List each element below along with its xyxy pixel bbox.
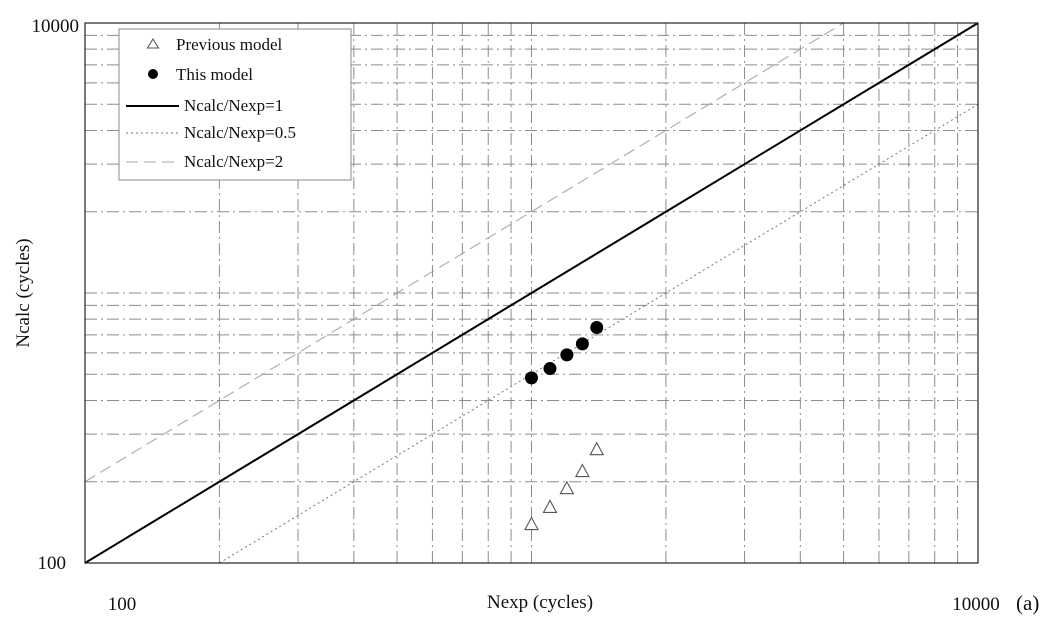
legend-marker-previous-model [146,37,160,49]
legend-label-ratio-1: Ncalc/Nexp=1 [184,96,283,115]
point-previous-model [559,480,575,495]
legend: Previous model This model Ncalc/Nexp=1 N… [118,28,352,181]
y-tick-label-bottom: 100 [38,553,67,574]
point-previous-model [574,463,590,478]
reference-line-ratio-1 [84,22,979,564]
plot-frame [84,22,979,564]
point-this-model [525,371,538,385]
point-previous-model [542,499,558,513]
x-axis-label: Nexp (cycles) [487,592,593,613]
point-previous-model [589,441,605,456]
panel-label: (a) [1016,591,1039,615]
legend-label-previous-model: Previous model [176,35,283,54]
point-previous-model [524,516,539,531]
y-axis-label: Ncalc (cycles) [13,238,34,347]
legend-label-ratio-2: Ncalc/Nexp=2 [184,152,283,171]
point-this-model [560,348,574,362]
y-tick-label-top: 10000 [32,16,80,37]
legend-label-ratio-0-5: Ncalc/Nexp=0.5 [184,123,296,142]
data-points [524,321,605,531]
reference-lines [84,22,979,564]
x-tick-label-left: 100 [108,594,137,615]
point-this-model [590,321,604,335]
x-tick-label-right: 10000 [952,594,1000,615]
legend-marker-this-model [148,69,158,79]
legend-label-this-model: This model [176,65,253,84]
legend-box [118,28,352,181]
point-this-model [543,362,557,376]
point-this-model [575,337,589,351]
reference-line-ratio-2 [84,22,844,483]
